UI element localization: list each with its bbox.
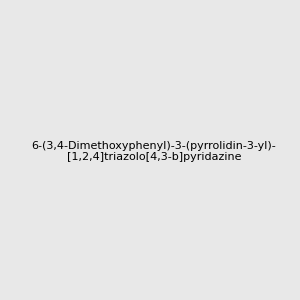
Text: 6-(3,4-Dimethoxyphenyl)-3-(pyrrolidin-3-yl)-
[1,2,4]triazolo[4,3-b]pyridazine: 6-(3,4-Dimethoxyphenyl)-3-(pyrrolidin-3-… <box>32 141 276 162</box>
